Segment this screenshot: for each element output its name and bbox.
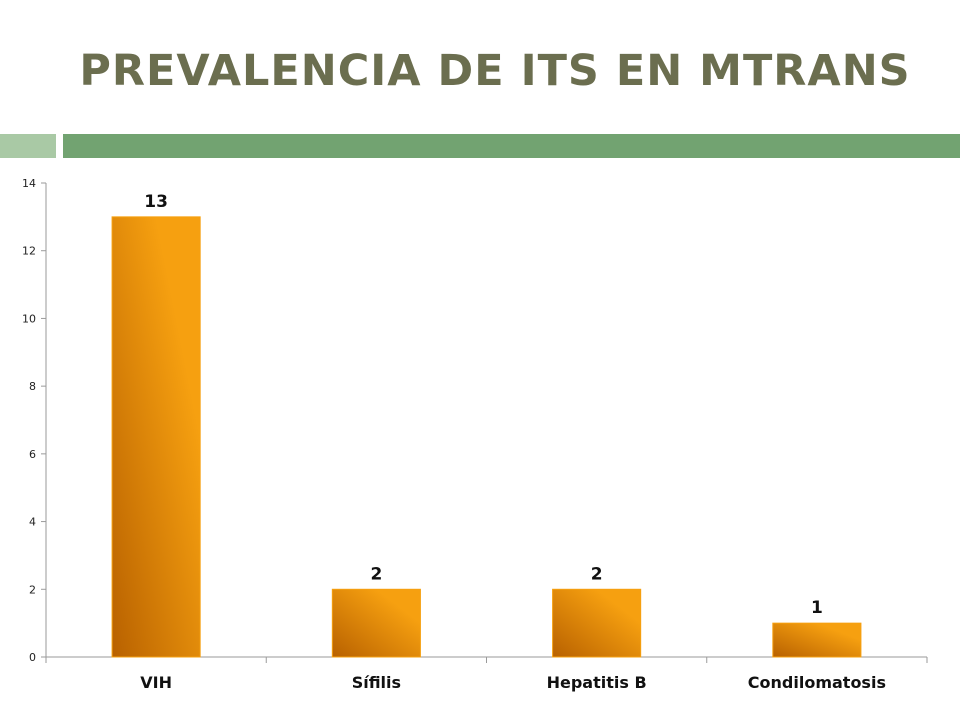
- x-category-label: VIH: [140, 673, 172, 692]
- bar-data-label: 2: [370, 564, 382, 584]
- y-tick-label: 0: [29, 651, 36, 664]
- bar-data-label: 1: [811, 598, 823, 618]
- bar-data-label: 2: [591, 564, 603, 584]
- slide-title: PREVALENCIA DE ITS EN MTRANS: [79, 46, 911, 96]
- y-tick-label: 4: [29, 516, 36, 529]
- bar-s-filis: [331, 588, 421, 658]
- y-tick-label: 10: [22, 312, 36, 325]
- bar-data-label: 13: [144, 192, 168, 212]
- y-tick-label: 8: [29, 380, 36, 393]
- title-accent-bar-long: [63, 134, 960, 158]
- x-category-label: Sífilis: [352, 673, 401, 692]
- bar-vih: [111, 216, 201, 658]
- y-tick-label: 2: [29, 583, 36, 596]
- x-axis-group: VIH Sífilis Hepatitis B Condilomatosis: [45, 656, 928, 692]
- y-tick-label: 12: [22, 245, 36, 258]
- y-axis-group: 0 2 4 6 8 10 12 14: [22, 177, 47, 664]
- bars-group: 13 2 2 1: [111, 192, 862, 658]
- y-tick-label: 14: [22, 177, 36, 190]
- x-category-label: Condilomatosis: [748, 673, 886, 692]
- y-tick-label: 6: [29, 448, 36, 461]
- bar-condilomatosis: [772, 622, 862, 658]
- title-accent-bar-short: [0, 134, 56, 158]
- bar-hepatitis-b: [552, 588, 642, 658]
- x-category-label: Hepatitis B: [547, 673, 647, 692]
